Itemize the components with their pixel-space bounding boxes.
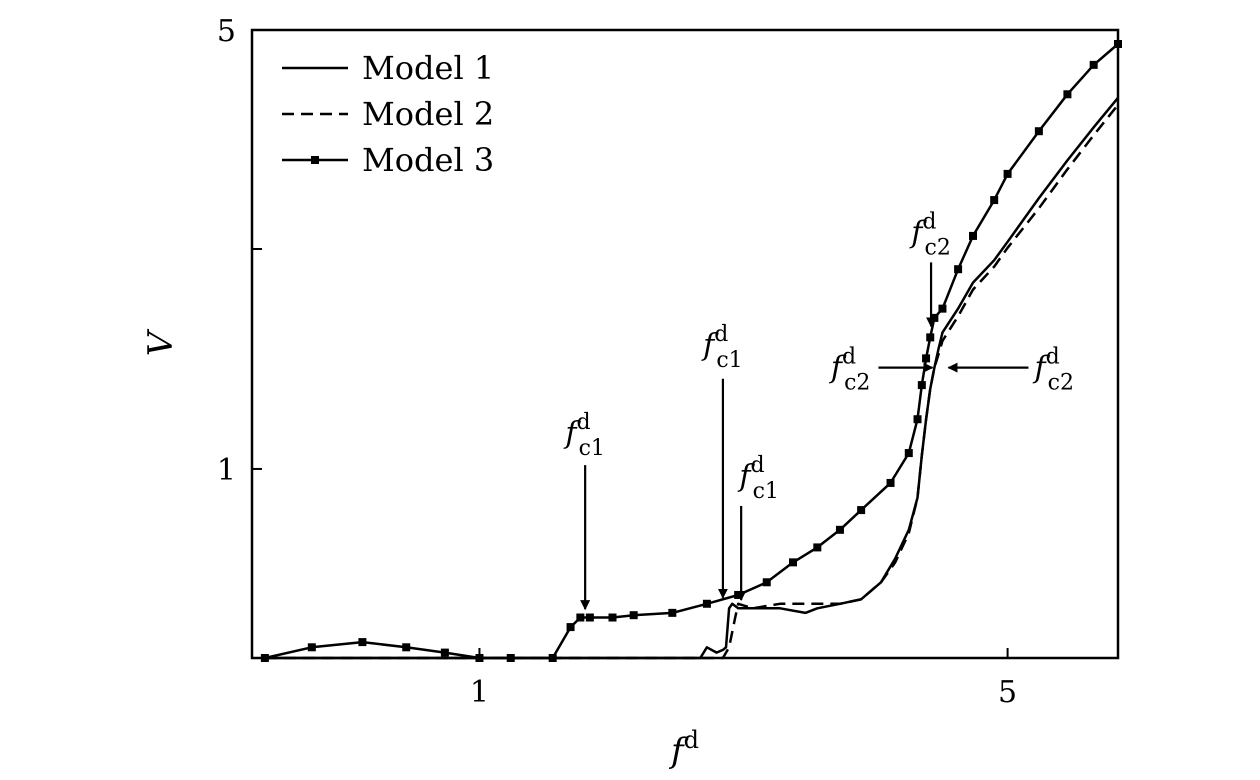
- series-line-model-3: [264, 43, 1119, 660]
- annotation-sup: d: [922, 209, 936, 234]
- data-point-model-3: [608, 613, 617, 622]
- data-point-model-3: [440, 648, 449, 657]
- plot-frame: [250, 28, 1120, 660]
- series-line-model-2: [264, 104, 1119, 660]
- x-tick-label: 5: [998, 675, 1017, 710]
- legend-marker-model-3: [311, 156, 319, 164]
- annotation-label: fd c1: [737, 453, 779, 504]
- data-point-model-3: [629, 611, 638, 620]
- legend-label-model-3: Model 3: [362, 141, 494, 179]
- y-tick-label: 5: [217, 14, 236, 49]
- data-point-model-3: [1003, 169, 1012, 178]
- data-point-model-3: [307, 643, 316, 652]
- data-point-model-3: [922, 354, 931, 363]
- data-point-model-3: [402, 643, 411, 652]
- annotation-sub: c1: [716, 348, 742, 373]
- annotation-sup: d: [842, 345, 856, 370]
- data-point-model-3: [969, 231, 978, 240]
- annotation-sub: c2: [925, 235, 951, 260]
- legend-label-model-1: Model 1: [362, 49, 494, 87]
- data-point-model-3: [904, 449, 913, 458]
- data-point-model-3: [358, 638, 367, 647]
- annotation-sub: c2: [1048, 371, 1074, 396]
- data-point-model-3: [886, 478, 895, 487]
- data-point-model-3: [835, 525, 844, 534]
- annotation-sup: d: [714, 322, 728, 347]
- data-point-model-3: [576, 613, 585, 622]
- data-point-model-3: [926, 333, 935, 342]
- data-point-model-3: [917, 381, 926, 390]
- data-point-model-3: [668, 608, 677, 617]
- annotation-sup: d: [750, 453, 764, 478]
- data-point-model-3: [566, 623, 575, 632]
- data-point-model-3: [954, 265, 963, 274]
- x-tick-label: 1: [470, 675, 489, 710]
- annotation-label: fd c2: [909, 209, 951, 260]
- tick-layer: 1 515: [217, 14, 1017, 710]
- annotation-sub: c1: [753, 479, 779, 504]
- annotation-sup: d: [576, 410, 590, 435]
- data-point-model-3: [990, 196, 999, 205]
- data-point-model-3: [789, 558, 798, 567]
- legend-label-model-2: Model 2: [362, 95, 494, 133]
- annotation-label: fd c1: [701, 322, 743, 373]
- data-point-model-3: [1063, 90, 1072, 99]
- series-line-model-1: [264, 97, 1119, 660]
- data-point-model-3: [1089, 60, 1098, 69]
- data-point-model-3: [585, 613, 594, 622]
- data-point-model-3: [938, 304, 947, 313]
- annotation-layer: fd c1 fd c1 fd c1 fd c2 fd c2 fd c2: [563, 209, 1074, 611]
- data-point-model-3: [702, 599, 711, 608]
- data-point-model-3: [1034, 127, 1043, 136]
- data-point-model-3: [913, 415, 922, 424]
- annotation-sub: c1: [579, 436, 605, 461]
- annotation-label: fd c2: [1032, 345, 1074, 396]
- legend: Model 1 Model 2 Model 3: [282, 49, 494, 179]
- annotation-sub: c2: [844, 371, 870, 396]
- series-layer: [260, 39, 1122, 662]
- annotation-label: fd c1: [563, 410, 605, 461]
- y-tick-label: 1: [217, 453, 236, 488]
- data-point-model-3: [857, 506, 866, 515]
- data-point-model-3: [813, 543, 822, 552]
- annotation-sup: d: [1046, 345, 1060, 370]
- data-point-model-3: [762, 578, 771, 587]
- x-axis-label: fd: [668, 726, 699, 771]
- y-axis-label: V: [141, 328, 181, 356]
- x-axis-label-sup: d: [684, 726, 699, 754]
- annotation-label: fd c2: [829, 345, 871, 396]
